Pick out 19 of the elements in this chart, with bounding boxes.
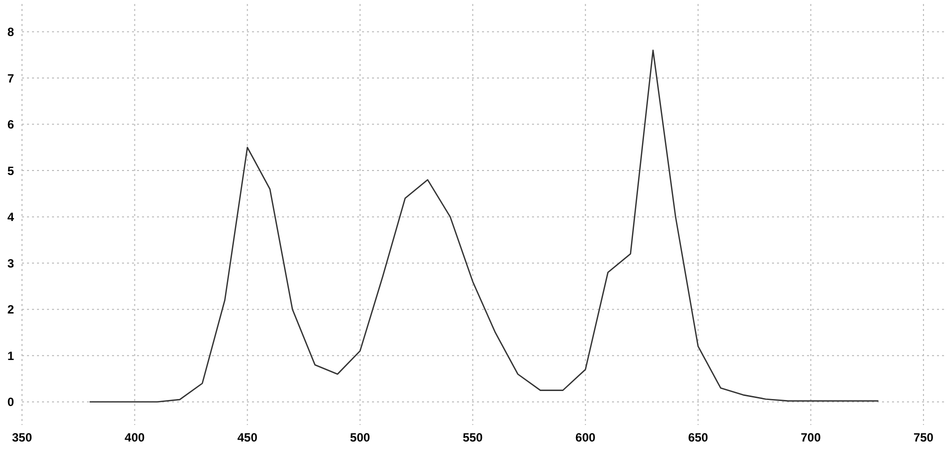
y-tick-label: 8 (7, 25, 14, 40)
y-tick-label: 4 (7, 210, 14, 224)
x-tick-label: 650 (688, 430, 708, 445)
y-tick-label: 6 (7, 118, 14, 132)
line-series (88, 50, 880, 403)
y-tick-label: 0 (7, 395, 14, 410)
x-tick-label: 550 (462, 430, 484, 445)
x-tick-label: 500 (350, 430, 370, 445)
x-tick-label: 400 (124, 430, 146, 445)
y-tick-label: 3 (7, 256, 14, 270)
x-tick-label: 350 (12, 430, 32, 445)
y-tick-label: 7 (7, 71, 14, 86)
x-tick-label: 700 (800, 430, 822, 445)
x-tick-label: 600 (575, 430, 596, 445)
y-tick-label: 5 (7, 164, 14, 178)
x-tick-label: 450 (237, 430, 258, 445)
x-tick-label: 750 (913, 430, 934, 445)
y-tick-label: 2 (7, 302, 14, 317)
y-tick-label: 1 (7, 348, 14, 363)
